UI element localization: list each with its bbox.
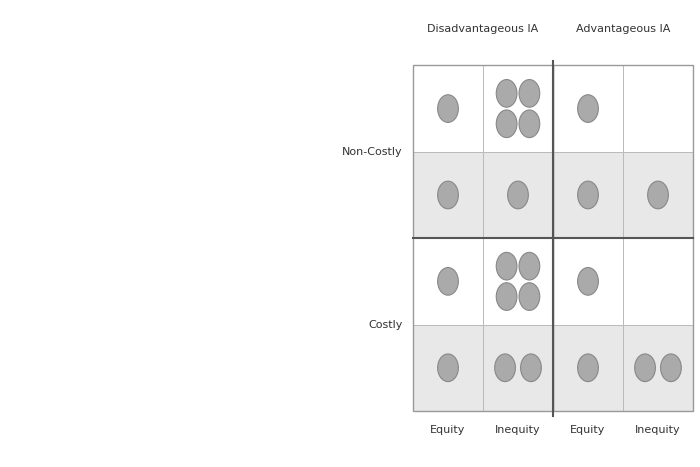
Text: Disadvantageous IA: Disadvantageous IA — [428, 24, 538, 35]
Circle shape — [438, 354, 458, 382]
Bar — [623, 152, 693, 238]
Circle shape — [661, 354, 681, 382]
Circle shape — [496, 252, 517, 280]
Circle shape — [519, 252, 540, 280]
Circle shape — [521, 354, 541, 382]
Text: Inequity: Inequity — [495, 425, 541, 435]
Bar — [483, 238, 553, 325]
Bar — [483, 325, 553, 411]
Circle shape — [438, 95, 458, 122]
Circle shape — [508, 181, 528, 209]
Circle shape — [438, 181, 458, 209]
Circle shape — [519, 79, 540, 107]
Bar — [413, 65, 553, 411]
Circle shape — [496, 283, 517, 311]
Circle shape — [496, 79, 517, 107]
Circle shape — [496, 110, 517, 138]
Bar — [623, 65, 693, 152]
Bar — [483, 152, 553, 238]
Circle shape — [519, 283, 540, 311]
Circle shape — [578, 354, 598, 382]
Bar — [413, 65, 483, 152]
Bar — [623, 238, 693, 325]
Bar — [413, 238, 483, 325]
Circle shape — [635, 354, 655, 382]
Bar — [413, 152, 483, 238]
Bar — [413, 325, 483, 411]
Circle shape — [578, 268, 598, 295]
Bar — [623, 325, 693, 411]
Circle shape — [495, 354, 515, 382]
Circle shape — [519, 110, 540, 138]
Text: Inequity: Inequity — [635, 425, 681, 435]
Circle shape — [578, 181, 598, 209]
Text: Non-Costly: Non-Costly — [342, 147, 402, 157]
Text: Equity: Equity — [430, 425, 466, 435]
Text: Equity: Equity — [570, 425, 606, 435]
Circle shape — [438, 268, 458, 295]
Bar — [553, 152, 623, 238]
Bar — [553, 65, 693, 411]
Bar — [553, 325, 623, 411]
Bar — [483, 65, 553, 152]
Text: Costly: Costly — [368, 319, 402, 330]
Circle shape — [648, 181, 668, 209]
Text: Advantageous IA: Advantageous IA — [576, 24, 670, 35]
Bar — [553, 238, 623, 325]
Circle shape — [578, 95, 598, 122]
Bar — [553, 65, 623, 152]
